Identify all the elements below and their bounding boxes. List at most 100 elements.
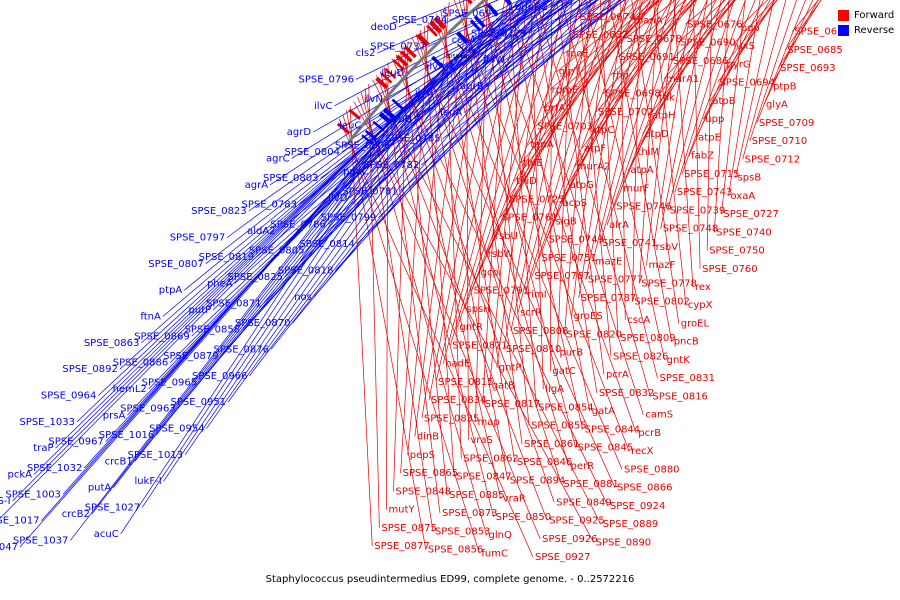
reverse-gene-label: ptpA — [159, 285, 183, 296]
genome-backbone — [343, 0, 487, 149]
reverse-gene-label: SPSE_0819 — [199, 252, 255, 263]
reverse-gene-label: leuA — [440, 107, 462, 118]
reverse-gene-label: SPSE_0814 — [299, 239, 355, 250]
forward-gene-label: SPSE_0820 — [567, 329, 623, 340]
forward-gene-label: SPSE_0791 — [474, 286, 529, 297]
forward-gene-label: gatB — [492, 381, 515, 392]
legend: Forward Reverse — [838, 8, 894, 38]
label-leader-line — [12, 93, 420, 502]
forward-feature-arrow — [433, 16, 447, 30]
forward-gene-label: SPSE_0702 — [598, 107, 654, 118]
label-leader-line — [517, 0, 597, 313]
label-leader-line — [564, 0, 591, 335]
label-leader-line — [631, 0, 641, 302]
label-leader-line — [475, 0, 488, 423]
forward-gene-label: SPSE_0751 — [541, 253, 597, 264]
label-leader-line — [706, 0, 713, 251]
label-leader-line — [652, 0, 687, 306]
label-leader-line — [639, 0, 659, 284]
label-leader-line — [370, 0, 598, 172]
label-leader-line — [506, 0, 612, 60]
forward-gene-label: map — [478, 417, 500, 428]
label-leader-line — [756, 0, 806, 123]
reverse-feature-arrow — [372, 120, 385, 132]
forward-gene-label: atpD — [645, 129, 669, 140]
forward-feature-arrow — [336, 122, 350, 134]
forward-feature-arrow — [426, 24, 438, 37]
label-leader-line — [270, 0, 549, 350]
forward-gene-label: SPSE_0831 — [660, 373, 716, 384]
forward-gene-label: SPSE_0715 — [684, 169, 740, 180]
forward-gene-label: SPSE_0835 — [424, 413, 480, 424]
label-leader-line — [728, 0, 761, 196]
forward-gene-label: SPSE_0815 — [438, 377, 494, 388]
forward-gene-label: SPSE_0894 — [510, 475, 566, 486]
label-leader-line — [581, 0, 692, 149]
forward-gene-label: dinB — [417, 432, 439, 443]
label-leader-line — [528, 0, 659, 145]
label-leader-line — [292, 0, 562, 324]
forward-gene-label: rpmE — [552, 85, 579, 96]
reverse-gene-label: SPSE_0892 — [62, 364, 118, 375]
label-leader-line — [539, 0, 639, 258]
forward-gene-label: gntK — [667, 355, 691, 366]
label-leader-line — [602, 0, 696, 94]
forward-gene-label: cypX — [688, 300, 713, 311]
label-leader-line — [535, 0, 660, 127]
label-leader-line — [70, 138, 380, 541]
label-leader-line — [41, 116, 400, 521]
label-leader-line — [372, 79, 602, 525]
forward-gene-label: murF — [623, 183, 649, 194]
forward-gene-label: SPSE_0741 — [602, 238, 658, 249]
reverse-gene-label: SPSE_0796 — [298, 74, 354, 85]
reverse-gene-label: deoD — [371, 22, 398, 33]
feature-arrows — [336, 0, 513, 145]
forward-gene-label: acpS — [563, 198, 587, 209]
forward-gene-label: ptpB — [773, 81, 797, 92]
reverse-gene-label: SPSE_0876 — [213, 344, 269, 355]
forward-feature-arrow — [348, 108, 362, 120]
forward-gene-label: prfA — [545, 103, 566, 114]
forward-gene-label: atpC — [591, 125, 614, 136]
label-leader-line — [360, 92, 487, 536]
label-leader-line — [19, 146, 374, 548]
label-leader-line — [560, 0, 672, 204]
forward-gene-label: thiD — [516, 176, 537, 187]
label-leader-line — [763, 0, 814, 105]
forward-gene-label: SPSE_0749 — [548, 235, 604, 246]
label-leader-line — [688, 0, 756, 156]
reverse-gene-label: SPSE_0967 — [48, 437, 104, 448]
label-leader-line — [411, 37, 616, 488]
forward-gene-label: SPSE_0777 — [588, 275, 644, 286]
forward-gene-label: gatC — [552, 366, 575, 377]
reverse-gene-label: SPSE_0737 — [370, 42, 426, 53]
forward-gene-label: SPSE_0767 — [534, 271, 590, 282]
reverse-feature-arrow — [378, 111, 393, 125]
forward-gene-label: recX — [631, 446, 654, 457]
reverse-gene-label: pheA — [207, 279, 233, 290]
reverse-gene-label: SPSE_0818 — [278, 265, 334, 276]
label-leader-line — [620, 0, 708, 189]
label-leader-line — [681, 0, 746, 175]
label-leader-line — [313, 0, 574, 297]
forward-gene-label: perR — [570, 461, 594, 472]
forward-gene-label: nadE — [445, 359, 470, 370]
label-leader-line — [334, 0, 536, 107]
forward-gene-label: murA1 — [666, 74, 699, 85]
label-leader-line — [674, 0, 735, 193]
label-leader-line — [496, 0, 546, 368]
label-leader-line — [421, 0, 488, 419]
reverse-gene-label: SPSE_0729 — [471, 28, 527, 39]
forward-gene-label: purB — [559, 348, 583, 359]
forward-gene-label: gntP — [499, 362, 522, 373]
forward-gene-label: mazE — [595, 256, 622, 267]
label-leader-line — [395, 54, 555, 503]
label-leader-line — [510, 0, 581, 331]
forward-gene-label: SPSE_0866 — [617, 483, 673, 494]
label-leader-line — [364, 88, 434, 532]
forward-label-lines — [338, 0, 822, 558]
reverse-gene-label: ftsW — [483, 55, 505, 66]
label-leader-line — [724, 0, 778, 65]
reverse-feature-arrow — [364, 129, 378, 141]
